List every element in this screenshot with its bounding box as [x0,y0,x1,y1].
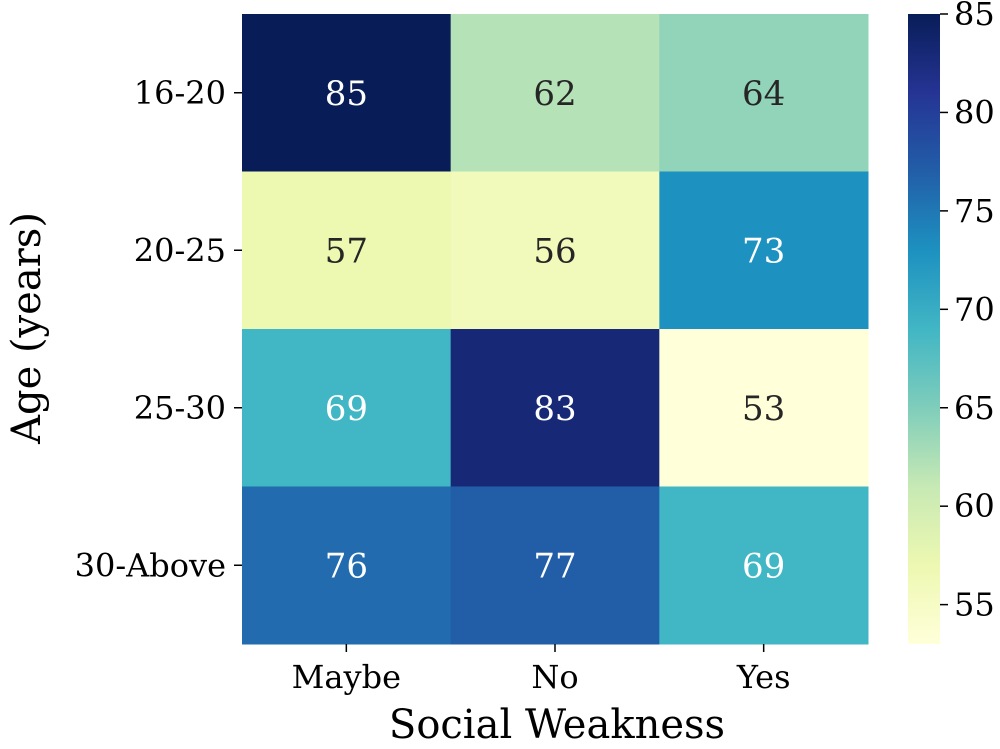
heatmap-cell [450,486,660,645]
heatmap-cell [450,329,660,487]
y-tick-label: 20-25 [134,231,226,269]
cell-value-label: 85 [325,74,368,114]
heatmap-cell [242,329,452,487]
heatmap-cell [659,329,869,487]
cell-value-label: 53 [742,389,785,429]
cell-value-label: 69 [325,389,368,429]
x-tick-label: No [531,658,578,696]
y-axis-title: Age (years) [4,212,50,445]
colorbar-tick-label: 75 [954,192,995,230]
heatmap-cells: 85 62 64 57 56 73 69 83 53 76 77 69 [242,14,869,645]
heatmap-cell [242,14,452,172]
heatmap-cell [659,486,869,645]
cell-value-label: 56 [533,231,576,271]
colorbar-tick-label: 80 [954,93,995,131]
colorbar-tick-label: 60 [954,487,995,525]
cell-value-label: 69 [742,546,785,586]
cell-value-label: 57 [325,231,368,271]
x-tick-label: Maybe [292,658,401,696]
cell-value-label: 73 [742,231,785,271]
colorbar-tick-label: 85 [954,0,995,33]
colorbar-tick-label: 70 [954,290,995,328]
x-axis-title: Social Weakness [389,702,725,744]
colorbar-tick-label: 55 [954,586,995,624]
cell-value-label: 76 [325,546,368,586]
heatmap-cell [242,486,452,645]
y-tick-label: 25-30 [134,389,226,427]
y-tick-label: 16-20 [134,74,226,112]
cell-value-label: 62 [533,74,576,114]
colorbar: 55 60 65 70 75 80 85 [908,0,995,644]
heatmap-axes: Maybe No Yes 16-20 20-25 25-30 30-Above [75,74,791,696]
cell-value-label: 83 [533,389,576,429]
heatmap-cell [242,171,452,330]
x-tick-label: Yes [736,658,791,696]
heatmap-cell [659,171,869,330]
cell-value-label: 77 [533,546,576,586]
heatmap-cell [450,14,660,172]
heatmap-cell [659,14,869,172]
colorbar-tick-label: 65 [954,389,995,427]
heatmap-cell [450,171,660,330]
colorbar-gradient [908,14,940,644]
y-tick-label: 30-Above [75,546,226,584]
cell-value-label: 64 [742,74,785,114]
